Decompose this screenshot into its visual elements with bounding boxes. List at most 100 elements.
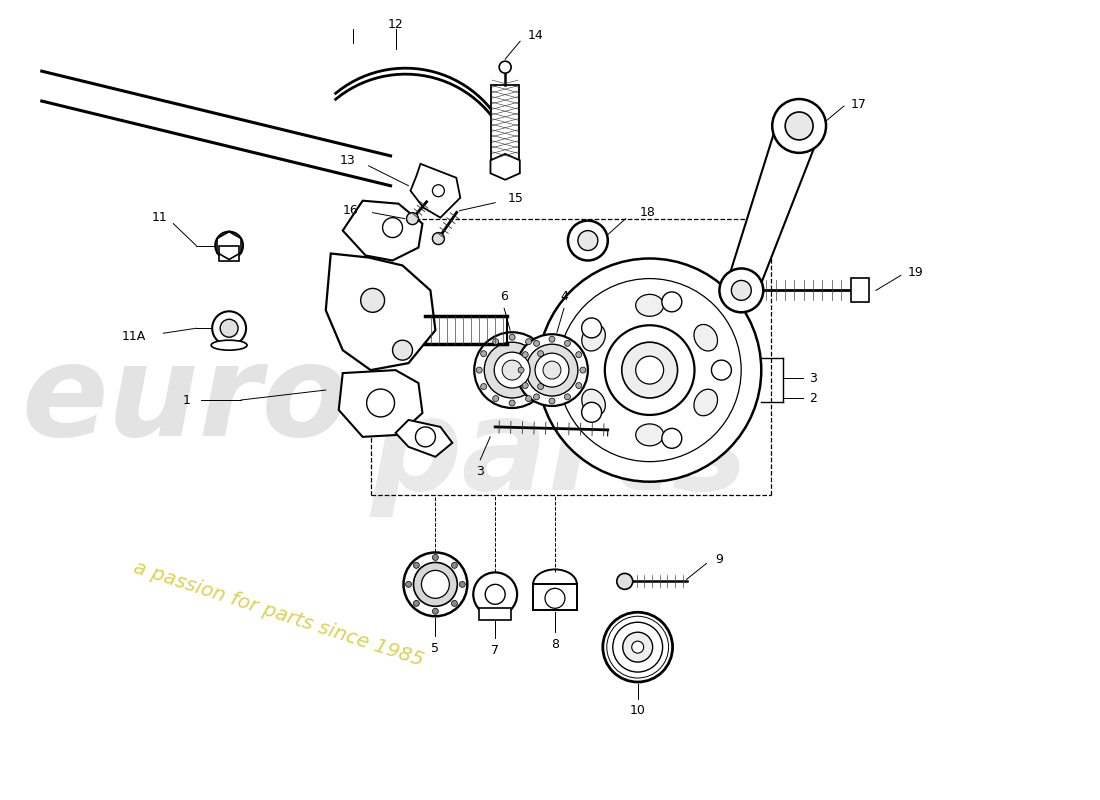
Circle shape bbox=[432, 554, 439, 561]
Bar bbox=[851, 278, 869, 302]
Ellipse shape bbox=[582, 325, 605, 351]
Text: 13: 13 bbox=[340, 154, 355, 167]
Circle shape bbox=[485, 584, 505, 604]
Circle shape bbox=[603, 612, 672, 682]
Circle shape bbox=[538, 258, 761, 482]
Circle shape bbox=[499, 61, 512, 73]
Text: 11A: 11A bbox=[122, 330, 146, 342]
Circle shape bbox=[617, 574, 632, 590]
Circle shape bbox=[522, 352, 528, 358]
Text: 16: 16 bbox=[343, 204, 359, 217]
Polygon shape bbox=[339, 370, 422, 437]
Circle shape bbox=[662, 292, 682, 312]
Circle shape bbox=[451, 562, 458, 568]
Circle shape bbox=[416, 427, 436, 447]
Circle shape bbox=[582, 402, 602, 422]
Circle shape bbox=[631, 641, 644, 653]
Circle shape bbox=[534, 394, 539, 400]
Polygon shape bbox=[326, 254, 436, 370]
Circle shape bbox=[580, 367, 586, 373]
Circle shape bbox=[564, 394, 571, 400]
Bar bbox=[534, 584, 576, 610]
Circle shape bbox=[361, 288, 385, 312]
Polygon shape bbox=[410, 164, 460, 218]
Circle shape bbox=[575, 382, 582, 389]
Text: 19: 19 bbox=[908, 266, 924, 279]
Circle shape bbox=[414, 562, 458, 606]
Circle shape bbox=[473, 572, 517, 616]
Text: 10: 10 bbox=[630, 705, 646, 718]
Ellipse shape bbox=[694, 390, 717, 416]
Circle shape bbox=[549, 398, 556, 404]
Polygon shape bbox=[396, 420, 452, 457]
Circle shape bbox=[494, 352, 530, 388]
Circle shape bbox=[542, 367, 548, 373]
Circle shape bbox=[503, 360, 522, 380]
Circle shape bbox=[518, 367, 524, 373]
Circle shape bbox=[564, 340, 571, 346]
Bar bbox=[480, 608, 512, 620]
Circle shape bbox=[732, 281, 751, 300]
Circle shape bbox=[432, 233, 444, 245]
Text: 9: 9 bbox=[715, 553, 724, 566]
Circle shape bbox=[526, 344, 578, 396]
Circle shape bbox=[558, 278, 741, 462]
Circle shape bbox=[212, 311, 246, 345]
Text: 7: 7 bbox=[492, 644, 499, 657]
Text: 18: 18 bbox=[640, 206, 656, 219]
Circle shape bbox=[621, 342, 678, 398]
Circle shape bbox=[535, 353, 569, 387]
Circle shape bbox=[605, 326, 694, 415]
Ellipse shape bbox=[211, 340, 248, 350]
Circle shape bbox=[538, 350, 543, 357]
Circle shape bbox=[578, 230, 597, 250]
Circle shape bbox=[543, 361, 561, 379]
Circle shape bbox=[534, 340, 539, 346]
Text: parts: parts bbox=[371, 392, 748, 518]
Text: 6: 6 bbox=[500, 290, 508, 303]
Text: 3: 3 bbox=[476, 466, 484, 478]
Circle shape bbox=[509, 400, 515, 406]
Circle shape bbox=[575, 352, 582, 358]
Circle shape bbox=[522, 382, 528, 389]
Circle shape bbox=[712, 360, 732, 380]
Polygon shape bbox=[343, 201, 422, 261]
Circle shape bbox=[406, 582, 411, 587]
Text: 1: 1 bbox=[183, 394, 190, 406]
Circle shape bbox=[544, 588, 565, 608]
Text: 4: 4 bbox=[560, 290, 568, 303]
Circle shape bbox=[493, 395, 498, 402]
Circle shape bbox=[476, 367, 482, 373]
Circle shape bbox=[772, 99, 826, 153]
Circle shape bbox=[484, 342, 540, 398]
Circle shape bbox=[366, 389, 395, 417]
Text: 15: 15 bbox=[508, 192, 524, 206]
Ellipse shape bbox=[636, 424, 663, 446]
Circle shape bbox=[414, 562, 419, 568]
Circle shape bbox=[526, 338, 531, 345]
Circle shape bbox=[568, 221, 608, 261]
Circle shape bbox=[421, 570, 450, 598]
Circle shape bbox=[785, 112, 813, 140]
Ellipse shape bbox=[582, 390, 605, 416]
Circle shape bbox=[481, 383, 486, 390]
Text: 14: 14 bbox=[527, 29, 543, 42]
Circle shape bbox=[404, 553, 468, 616]
Circle shape bbox=[509, 334, 515, 340]
Circle shape bbox=[220, 319, 238, 338]
Text: 11: 11 bbox=[152, 211, 167, 224]
Circle shape bbox=[383, 218, 403, 238]
Text: 2: 2 bbox=[810, 391, 817, 405]
Circle shape bbox=[623, 632, 652, 662]
Ellipse shape bbox=[636, 294, 663, 316]
Circle shape bbox=[393, 340, 412, 360]
Circle shape bbox=[662, 428, 682, 448]
Circle shape bbox=[481, 350, 486, 357]
Circle shape bbox=[474, 332, 550, 408]
Polygon shape bbox=[491, 154, 520, 180]
Circle shape bbox=[538, 383, 543, 390]
Text: 12: 12 bbox=[387, 18, 404, 31]
Circle shape bbox=[451, 600, 458, 606]
Circle shape bbox=[636, 356, 663, 384]
Text: 17: 17 bbox=[851, 98, 867, 110]
